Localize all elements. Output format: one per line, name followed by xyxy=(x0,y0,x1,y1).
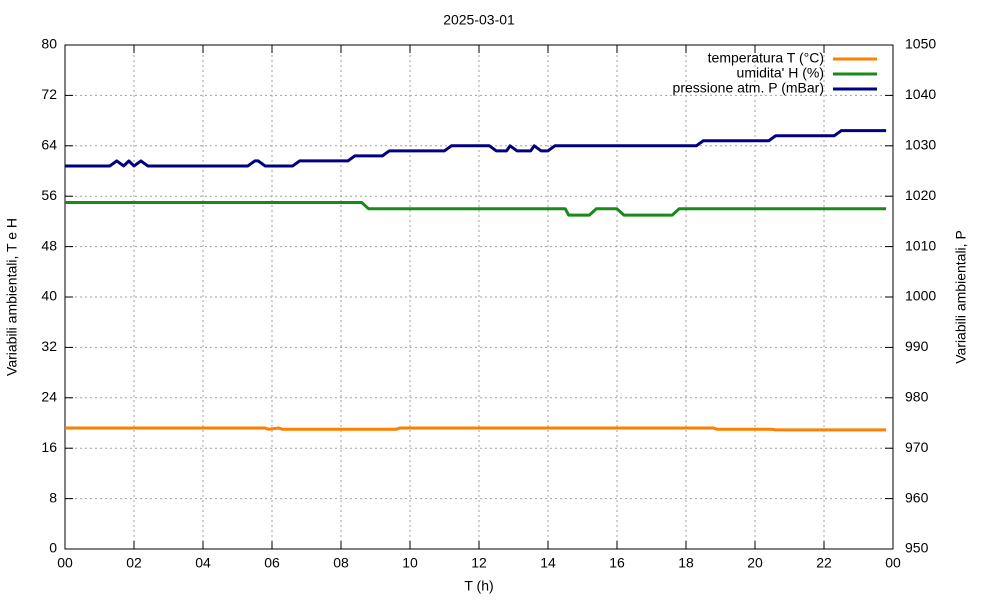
y-tick-label: 72 xyxy=(41,86,57,102)
y2-tick-label: 1010 xyxy=(905,237,936,253)
series-line xyxy=(65,129,887,168)
y-tick-label: 48 xyxy=(41,237,57,253)
x-tick-label: 08 xyxy=(333,555,349,571)
y-tick-label: 56 xyxy=(41,187,57,203)
y2-tick-label: 970 xyxy=(905,439,929,455)
y2-tick-label: 1030 xyxy=(905,137,936,153)
x-tick-label: 20 xyxy=(747,555,763,571)
y-tick-label: 16 xyxy=(41,439,57,455)
x-tick-label: 14 xyxy=(540,555,556,571)
y2-tick-label: 1020 xyxy=(905,187,936,203)
x-tick-label: 12 xyxy=(471,555,487,571)
series-line xyxy=(65,201,887,217)
y-tick-label: 24 xyxy=(41,389,57,405)
legend-label: temperatura T (°C) xyxy=(708,50,824,66)
x-tick-label: 00 xyxy=(885,555,901,571)
x-tick-label: 10 xyxy=(402,555,418,571)
y2-tick-label: 1040 xyxy=(905,86,936,102)
legend-label: pressione atm. P (mBar) xyxy=(673,80,824,96)
x-tick-label: 06 xyxy=(264,555,280,571)
y-tick-label: 80 xyxy=(41,36,57,52)
x-tick-label: 04 xyxy=(195,555,211,571)
x-tick-label: 16 xyxy=(609,555,625,571)
y-tick-label: 8 xyxy=(49,489,57,505)
x-axis-label: T (h) xyxy=(464,578,493,594)
y-axis-label: Variabili ambientali, T e H xyxy=(4,218,20,376)
x-tick-label: 00 xyxy=(57,555,73,571)
y2-axis-label: Variabili ambientali, P xyxy=(953,230,969,364)
y-tick-label: 40 xyxy=(41,288,57,304)
x-tick-label: 02 xyxy=(126,555,142,571)
y2-tick-label: 990 xyxy=(905,338,929,354)
plot-border xyxy=(64,44,894,550)
chart-title: 2025-03-01 xyxy=(443,12,515,28)
y2-tick-label: 1000 xyxy=(905,288,936,304)
y2-tick-label: 1050 xyxy=(905,36,936,52)
y2-tick-label: 960 xyxy=(905,489,929,505)
x-tick-label: 22 xyxy=(816,555,832,571)
legend-label: umidita' H (%) xyxy=(737,65,824,81)
x-tick-label: 18 xyxy=(678,555,694,571)
y2-tick-label: 950 xyxy=(905,540,929,556)
y-tick-label: 32 xyxy=(41,338,57,354)
y-tick-label: 0 xyxy=(49,540,57,556)
series-line xyxy=(65,426,887,432)
y2-tick-label: 980 xyxy=(905,389,929,405)
y-tick-label: 64 xyxy=(41,137,57,153)
